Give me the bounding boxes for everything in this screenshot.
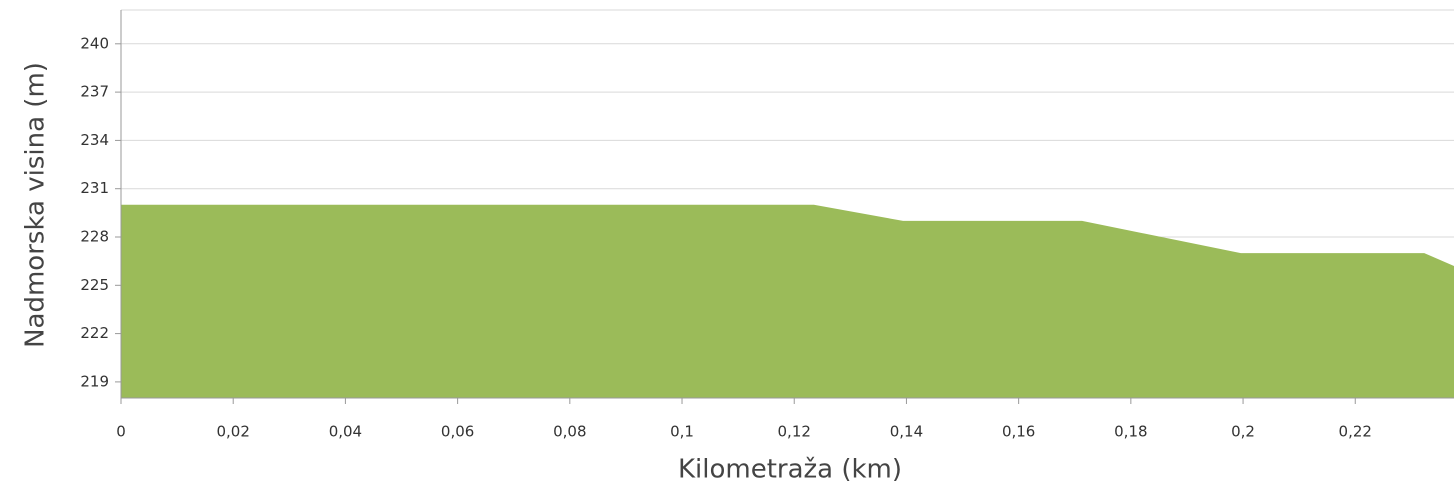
y-tick-label: 228 — [80, 228, 109, 246]
y-axis-label: Nadmorska visina (m) — [21, 62, 51, 348]
x-tick-label: 0,08 — [553, 423, 586, 441]
x-tick-label: 0,14 — [890, 423, 923, 441]
y-tick-label: 222 — [80, 324, 109, 342]
x-tick-label: 0,2 — [1231, 423, 1255, 441]
y-tick-label: 237 — [80, 83, 109, 101]
area — [121, 204, 1454, 398]
x-tick-label: 0,16 — [1002, 423, 1035, 441]
x-tick-label: 0,06 — [441, 423, 474, 441]
y-tick-label: 219 — [80, 372, 109, 390]
x-tick-label: 0 — [116, 423, 126, 441]
x-tick-label: 0,18 — [1114, 423, 1147, 441]
y-tick-label: 234 — [80, 131, 109, 149]
y-tick-label: 231 — [80, 179, 109, 197]
x-tick-label: 0,02 — [217, 423, 250, 441]
x-tick-label: 0,04 — [329, 423, 362, 441]
x-tick-label: 0,22 — [1339, 423, 1372, 441]
y-tick-label: 240 — [80, 34, 109, 52]
x-tick-label: 0,1 — [670, 423, 694, 441]
y-tick-label: 225 — [80, 276, 109, 294]
x-axis-label: Kilometraža (km) — [678, 455, 902, 485]
x-tick-label: 0,12 — [778, 423, 811, 441]
